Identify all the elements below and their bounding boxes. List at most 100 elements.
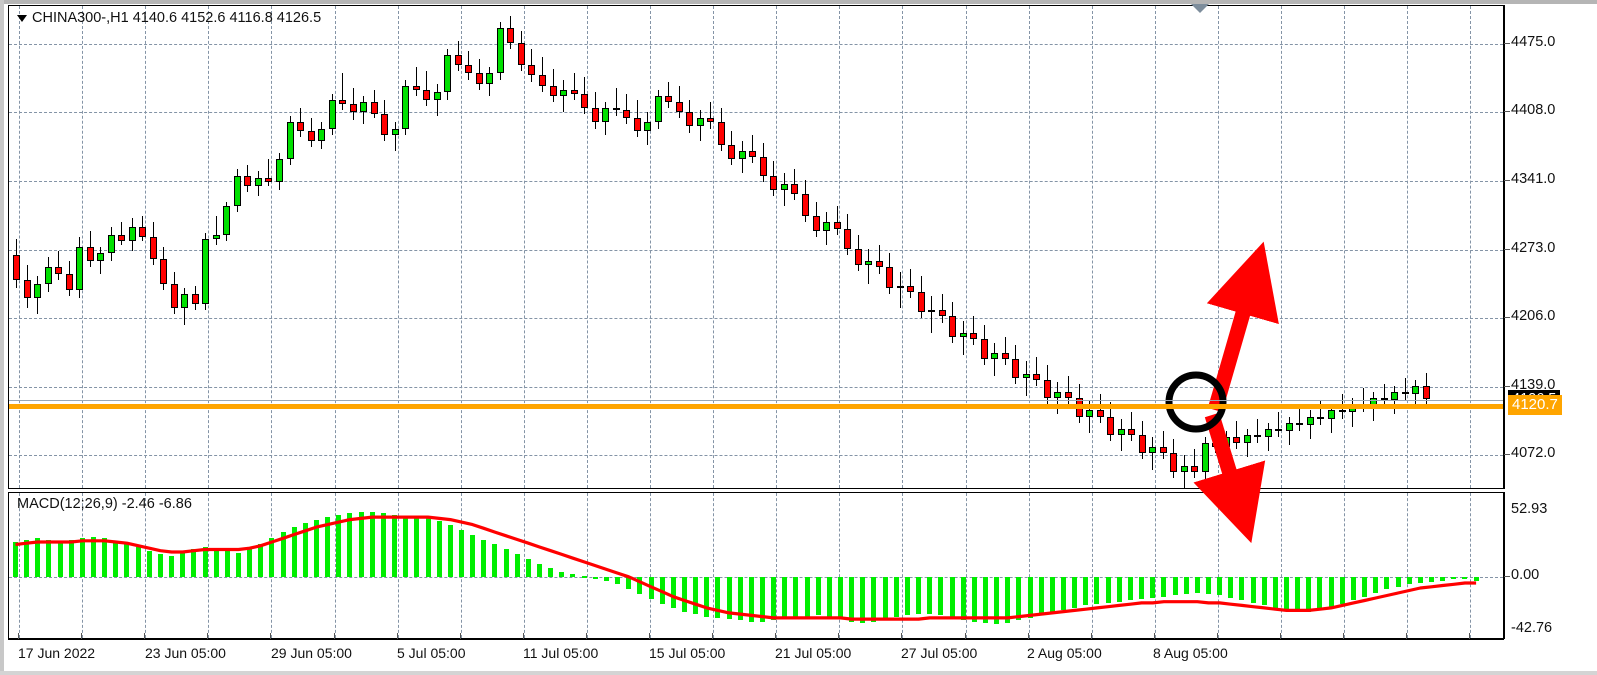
candle-body: [507, 28, 515, 43]
candle-body: [991, 353, 999, 360]
time-axis-label: 8 Aug 05:00: [1153, 645, 1228, 661]
candlestick: [907, 6, 915, 488]
macd-histogram-bar: [247, 549, 253, 577]
candlestick: [1359, 6, 1367, 488]
candle-body: [139, 226, 147, 237]
candlestick: [780, 6, 788, 488]
candlestick: [1138, 6, 1146, 488]
candlestick: [539, 6, 546, 488]
candlestick: [34, 6, 42, 488]
macd-histogram-bar: [1049, 576, 1055, 613]
candlestick: [675, 6, 683, 488]
macd-histogram-bar: [1328, 576, 1334, 608]
macd-histogram-bar: [1284, 576, 1289, 610]
candle-wick: [783, 173, 785, 207]
macd-histogram-bar: [369, 512, 375, 577]
macd-signal-path: [15, 515, 1477, 621]
candle-body: [76, 247, 84, 290]
candlestick: [1391, 6, 1399, 488]
candle-wick: [1267, 422, 1269, 452]
candle-body: [465, 65, 473, 74]
candle-body: [191, 293, 199, 305]
macd-histogram-bar: [1183, 576, 1189, 595]
macd-histogram-bar: [615, 576, 621, 585]
candlestick: [623, 6, 631, 488]
candle-body: [1001, 353, 1009, 360]
candlestick: [360, 6, 368, 488]
candlestick: [423, 6, 431, 488]
candle-body: [749, 151, 757, 158]
candle-wick: [836, 206, 838, 235]
candle-body: [170, 283, 178, 309]
time-axis-line: [8, 639, 1504, 640]
candlestick: [1275, 6, 1283, 488]
candlestick: [486, 6, 494, 488]
candlestick: [1338, 6, 1346, 488]
candle-wick: [531, 48, 533, 82]
candlestick: [97, 6, 105, 488]
candle-body: [644, 122, 652, 131]
price-chart-header: CHINA300-,H1 4140.6 4152.6 4116.8 4126.5: [17, 10, 321, 26]
macd-histogram-bar: [157, 554, 163, 577]
macd-axis[interactable]: 52.93 0.00 -42.76: [1504, 492, 1597, 639]
candlestick: [1222, 6, 1230, 488]
candlestick: [1380, 6, 1388, 488]
candlestick: [412, 6, 420, 488]
triangle-down-icon[interactable]: [17, 14, 27, 22]
macd-axis-label: -42.76: [1511, 620, 1553, 636]
macd-histogram-bar: [458, 529, 464, 577]
gridline-vertical: [271, 6, 273, 488]
candle-body: [370, 101, 378, 115]
macd-histogram-bar: [1406, 576, 1412, 585]
candlestick: [844, 6, 852, 488]
candle-body: [23, 279, 31, 299]
macd-histogram-bar: [68, 539, 74, 577]
candlestick: [475, 6, 483, 488]
candlestick: [55, 6, 63, 488]
macd-histogram-bar: [380, 513, 386, 577]
macd-histogram-bar: [280, 532, 286, 577]
time-tick: [81, 633, 83, 639]
gridline-vertical: [523, 493, 525, 638]
macd-histogram-bar: [425, 518, 431, 577]
candlestick: [644, 6, 652, 488]
time-tick: [1406, 633, 1408, 639]
price-chart-pane[interactable]: CHINA300-,H1 4140.6 4152.6 4116.8 4126.5: [8, 5, 1504, 489]
macd-histogram-bar: [146, 550, 152, 577]
candle-body: [928, 310, 936, 313]
candle-wick: [573, 73, 575, 100]
gridline-vertical: [1154, 493, 1156, 638]
gridline-vertical: [397, 493, 399, 638]
candle-body: [560, 89, 568, 96]
candle-wick: [1278, 412, 1280, 437]
window-left-border: [0, 0, 4, 675]
time-tick: [1090, 633, 1092, 639]
macd-histogram-bar: [1005, 576, 1011, 623]
macd-histogram-bar: [592, 576, 598, 579]
gridline-horizontal: [9, 455, 1503, 457]
gridline-vertical: [713, 493, 715, 638]
candle-body: [223, 206, 231, 235]
macd-histogram-bar: [91, 537, 97, 577]
candlestick: [865, 6, 873, 488]
macd-histogram-bar: [804, 576, 810, 617]
candlestick: [759, 6, 767, 488]
candle-wick: [868, 249, 870, 284]
macd-histogram-bar: [570, 574, 576, 577]
candlestick: [370, 6, 378, 488]
candlestick: [738, 6, 746, 488]
candle-body: [791, 183, 799, 194]
macd-histogram-bar: [1083, 576, 1089, 606]
candle-body: [1401, 392, 1409, 395]
time-axis[interactable]: 17 Jun 2022 23 Jun 05:00 29 Jun 05:00 5 Jul…: [8, 633, 1597, 671]
price-axis[interactable]: 4475.0 4408.0 4341.0 4273.0 4206.0 4139.0 4072…: [1504, 5, 1597, 489]
time-tick: [459, 633, 461, 639]
candlestick: [265, 6, 273, 488]
candle-wick: [542, 57, 543, 92]
candlestick: [549, 6, 557, 488]
time-axis-label: 23 Jun 05:00: [145, 645, 226, 661]
candlestick: [886, 6, 894, 488]
candle-body: [949, 316, 957, 337]
macd-indicator-pane[interactable]: MACD(12;26,9) -2.46 -6.86: [8, 492, 1504, 639]
candle-body: [297, 122, 305, 131]
